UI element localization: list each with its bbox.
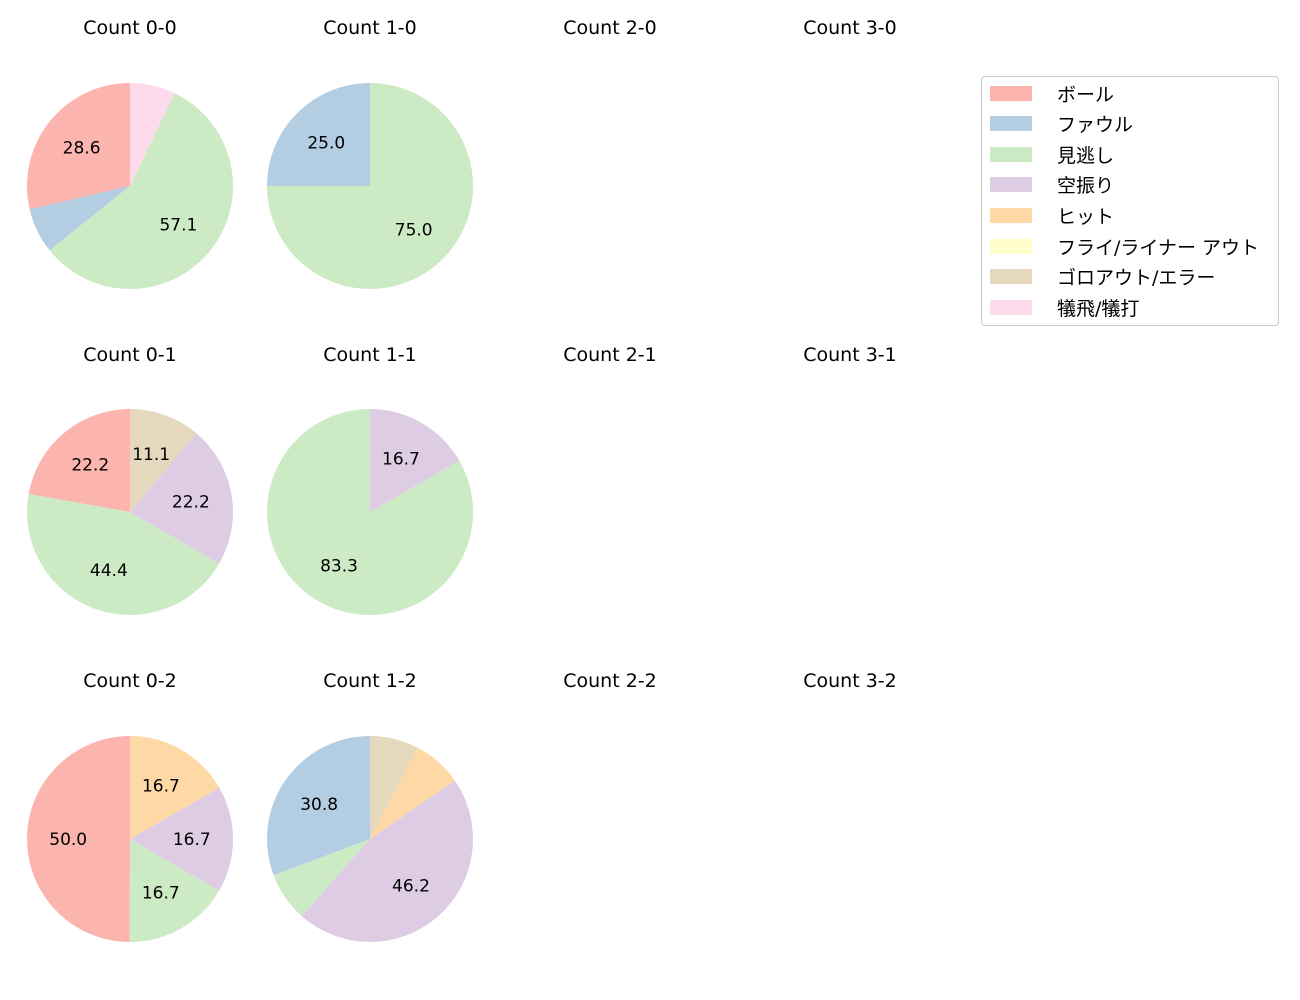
subplot-title: Count 0-0 xyxy=(83,17,177,39)
slice-percent-label: 50.0 xyxy=(49,830,87,850)
slice-percent-label: 46.2 xyxy=(392,876,430,896)
chart-legend: ボールファウル見逃し空振りヒットフライ/ライナー アウト ゴロアウト/エラー 犠飛/… xyxy=(981,76,1279,326)
legend-item: ボール xyxy=(990,81,1115,106)
subplot-title: Count 2-2 xyxy=(563,670,657,692)
legend-swatch xyxy=(990,85,1032,101)
pie-slice xyxy=(370,747,455,839)
pie-slice xyxy=(267,83,370,186)
slice-percent-label: 22.2 xyxy=(71,456,109,476)
pie-slice xyxy=(29,186,130,251)
subplot-title: Count 0-2 xyxy=(83,670,177,692)
legend-label: 空振り xyxy=(1057,175,1115,198)
legend-swatch xyxy=(990,146,1032,162)
pie-chart: 25.0 75.0 xyxy=(267,83,473,289)
legend-label: 見逃し xyxy=(1057,144,1115,167)
legend-swatch xyxy=(990,207,1032,223)
slice-percent-label: 16.7 xyxy=(173,830,211,850)
pie-slice xyxy=(27,494,220,615)
legend-swatch xyxy=(990,177,1032,193)
pie-slice xyxy=(267,736,370,876)
legend-item: ファウル xyxy=(990,112,1133,136)
pie-slice xyxy=(49,93,234,290)
pie-slice xyxy=(130,736,220,839)
pie-slice xyxy=(26,83,131,210)
legend-label: ファウル xyxy=(1057,114,1134,137)
subplot-title: Count 0-1 xyxy=(83,344,177,366)
slice-percent-label: 22.2 xyxy=(172,492,210,512)
slice-percent-label: 28.6 xyxy=(63,139,101,159)
pie-chart: 50.0 16.7 16.7 16.7 xyxy=(27,736,234,942)
pie-chart: 30.8 46.2 xyxy=(267,736,474,943)
subplot-title: Count 3-0 xyxy=(803,17,897,39)
legend-item: 空振り xyxy=(990,173,1114,197)
slice-percent-label: 11.1 xyxy=(132,445,170,465)
legend-label: ヒット xyxy=(1057,205,1115,228)
legend-label: 犠飛/犠打 xyxy=(1057,297,1140,320)
legend-swatch xyxy=(990,238,1032,254)
subplot-title: Count 3-1 xyxy=(803,344,897,366)
slice-percent-label: 57.1 xyxy=(159,215,197,235)
legend-swatch xyxy=(990,116,1032,132)
pie-chart: 22.2 44.4 22.2 11.1 xyxy=(27,409,234,615)
pie-slice xyxy=(267,409,473,616)
slice-percent-label: 25.0 xyxy=(307,133,345,153)
pie-slice xyxy=(267,83,473,289)
pie-slice xyxy=(129,839,220,942)
legend-label: ボール xyxy=(1057,83,1115,106)
subplot-title: Count 2-1 xyxy=(563,344,657,366)
pie-slice xyxy=(130,787,234,891)
subplot-title: Count 1-0 xyxy=(323,17,417,39)
pie-slice xyxy=(370,409,460,512)
pie-slice xyxy=(27,736,130,942)
legend-item: 見逃し xyxy=(990,142,1115,167)
pie-slice xyxy=(130,433,234,564)
legend-label: フライ/ライナー アウト xyxy=(1057,236,1260,259)
pie-slice xyxy=(130,409,197,512)
slice-percent-label: 16.7 xyxy=(142,776,180,796)
legend-swatch xyxy=(990,299,1032,315)
legend-item: ヒット xyxy=(990,203,1115,228)
slice-percent-label: 30.8 xyxy=(300,795,338,815)
pie-chart: 83.3 16.7 xyxy=(267,409,473,616)
pie-slice xyxy=(301,780,474,943)
legend-item: フライ/ライナー アウト xyxy=(990,234,1260,259)
pie-slice xyxy=(273,839,370,917)
subplot-title: Count 2-0 xyxy=(563,17,657,39)
slice-percent-label: 83.3 xyxy=(320,556,358,576)
slice-percent-label: 75.0 xyxy=(395,221,433,241)
slice-percent-label: 44.4 xyxy=(90,561,128,581)
slice-percent-label: 16.7 xyxy=(382,450,420,470)
legend-item: 犠飛/犠打 xyxy=(990,295,1140,320)
subplot-title: Count 1-1 xyxy=(323,344,417,366)
legend-item: ゴロアウト/エラー xyxy=(990,265,1215,289)
pie-slice xyxy=(370,736,418,839)
pie-slice xyxy=(130,83,175,186)
pie-slice xyxy=(28,409,130,512)
subplot-title: Count 1-2 xyxy=(323,670,417,692)
legend-swatch xyxy=(990,269,1032,285)
legend-label: ゴロアウト/エラー xyxy=(1057,267,1216,290)
pie-chart: 28.6 57.1 xyxy=(26,83,234,290)
subplot-title: Count 3-2 xyxy=(803,670,897,692)
slice-percent-label: 16.7 xyxy=(142,884,180,904)
